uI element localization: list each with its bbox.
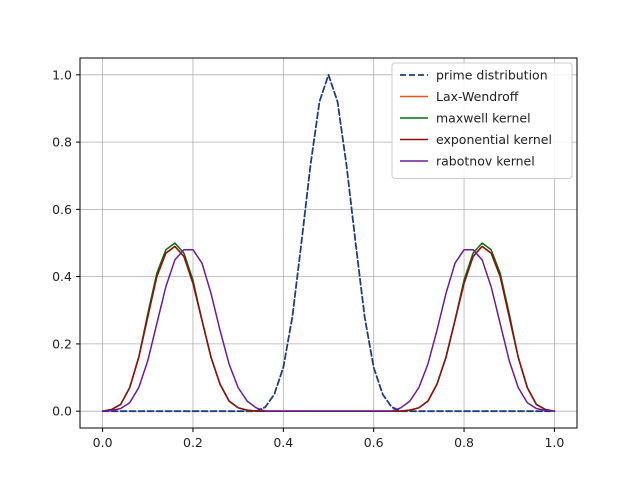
x-tick-label: 0.2 xyxy=(183,435,203,450)
legend-entry: prime distribution xyxy=(436,68,548,83)
x-tick-label: 1.0 xyxy=(544,435,564,450)
x-tick-label: 0.8 xyxy=(454,435,474,450)
series-line-prime-distribution xyxy=(101,73,556,413)
legend-entry: exponential kernel xyxy=(436,132,552,147)
x-tick-label: 0.6 xyxy=(364,435,384,450)
series-layer xyxy=(101,73,556,413)
y-tick-label: 1.0 xyxy=(52,67,72,82)
plot-frame xyxy=(79,57,578,429)
legend-box xyxy=(391,62,573,179)
series-line-maxwell-kernel xyxy=(101,242,556,412)
ticks-layer: 0.0 0.2 0.4 0.6 0.8 1.0 0.0 0.2 0.4 0.6 0.8 1.0 xyxy=(52,67,564,450)
legend-entry: Lax-Wendroff xyxy=(436,89,519,104)
y-tick-label: 0.6 xyxy=(52,202,72,217)
legend: prime distribution Lax-Wendroff maxwell ke… xyxy=(391,62,573,179)
x-tick-label: 0.4 xyxy=(273,435,293,450)
legend-entry: rabotnov kernel xyxy=(436,154,535,169)
series-line-rabotnov-kernel xyxy=(101,248,556,412)
y-tick-label: 0.8 xyxy=(52,135,72,150)
y-tick-label: 0.2 xyxy=(52,336,72,351)
x-tick-label: 0.0 xyxy=(93,435,113,450)
y-tick-label: 0.4 xyxy=(52,269,72,284)
legend-entry: maxwell kernel xyxy=(436,111,531,126)
axes-layer xyxy=(79,57,578,429)
y-tick-label: 0.0 xyxy=(52,404,72,419)
